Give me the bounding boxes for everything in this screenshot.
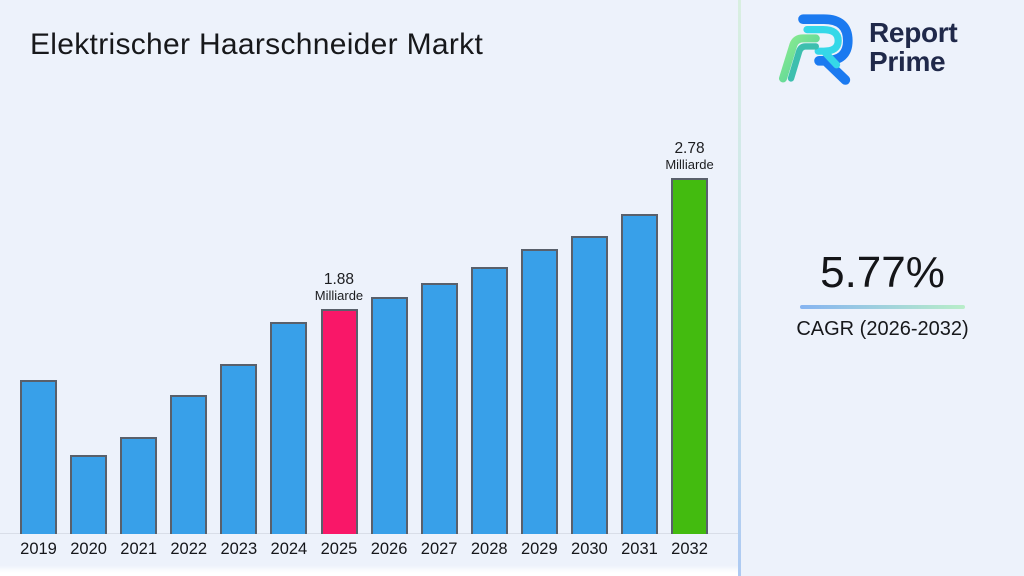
bar-2028 [470, 267, 508, 534]
bar-2031 [621, 214, 658, 534]
x-label-2021: 2021 [120, 540, 158, 558]
x-label-2030: 2030 [571, 540, 608, 558]
x-label-2024: 2024 [270, 540, 308, 558]
annotation-value: 2.78 [674, 140, 705, 158]
annotation-value: 1.88 [323, 271, 355, 289]
bar-2019 [20, 380, 57, 534]
side-panel: Report Prime 5.77% CAGR (2026-2032) [741, 0, 1024, 576]
bottom-fade [0, 565, 739, 576]
annotation-unit: Milliarde [314, 288, 364, 304]
cagr-stat: 5.77% CAGR (2026-2032) [741, 248, 1024, 341]
x-label-2029: 2029 [520, 540, 558, 558]
logo-line-1: Report [869, 17, 958, 49]
bar-2024 [270, 322, 308, 534]
value-annotation-2032: 2.78 Milliarde [665, 140, 713, 173]
bar-2027 [420, 283, 458, 534]
x-label-2025: 2025 [320, 540, 358, 558]
report-prime-logo: Report Prime [779, 8, 958, 88]
bar-chart-plot: 1.88 Milliarde 2.78 Milliarde [20, 140, 714, 534]
bar-2026 [370, 297, 408, 534]
bar-2023 [220, 364, 258, 534]
logo-line-2: Prime [869, 46, 946, 77]
x-label-2019: 2019 [20, 540, 57, 558]
bar-2030 [570, 236, 608, 534]
bar-2021 [120, 437, 158, 534]
bar-2022 [170, 395, 208, 534]
page-title: Elektrischer Haarschneider Markt [30, 28, 484, 62]
bar-2020 [70, 455, 108, 534]
x-label-2031: 2031 [621, 540, 658, 558]
value-annotation-2025: 1.88 Milliarde [315, 271, 363, 304]
bar-2032 [671, 178, 708, 534]
bar-2029 [520, 249, 558, 534]
cagr-underline [800, 305, 965, 309]
annotation-unit: Milliarde [665, 157, 714, 173]
x-label-2020: 2020 [70, 540, 107, 558]
cagr-label: CAGR (2026-2032) [796, 318, 969, 340]
x-label-2027: 2027 [420, 540, 458, 558]
report-prime-wordmark: Report Prime [869, 17, 958, 77]
report-prime-logo-icon [779, 14, 853, 85]
x-label-2026: 2026 [370, 540, 408, 558]
x-label-2022: 2022 [170, 540, 208, 558]
panel-divider [738, 0, 741, 576]
x-label-2023: 2023 [220, 540, 258, 558]
cagr-value: 5.77% [820, 248, 945, 297]
x-axis-line [0, 533, 739, 534]
bar-2025 [320, 309, 358, 534]
x-label-2028: 2028 [470, 540, 508, 558]
x-label-2032: 2032 [671, 540, 708, 558]
